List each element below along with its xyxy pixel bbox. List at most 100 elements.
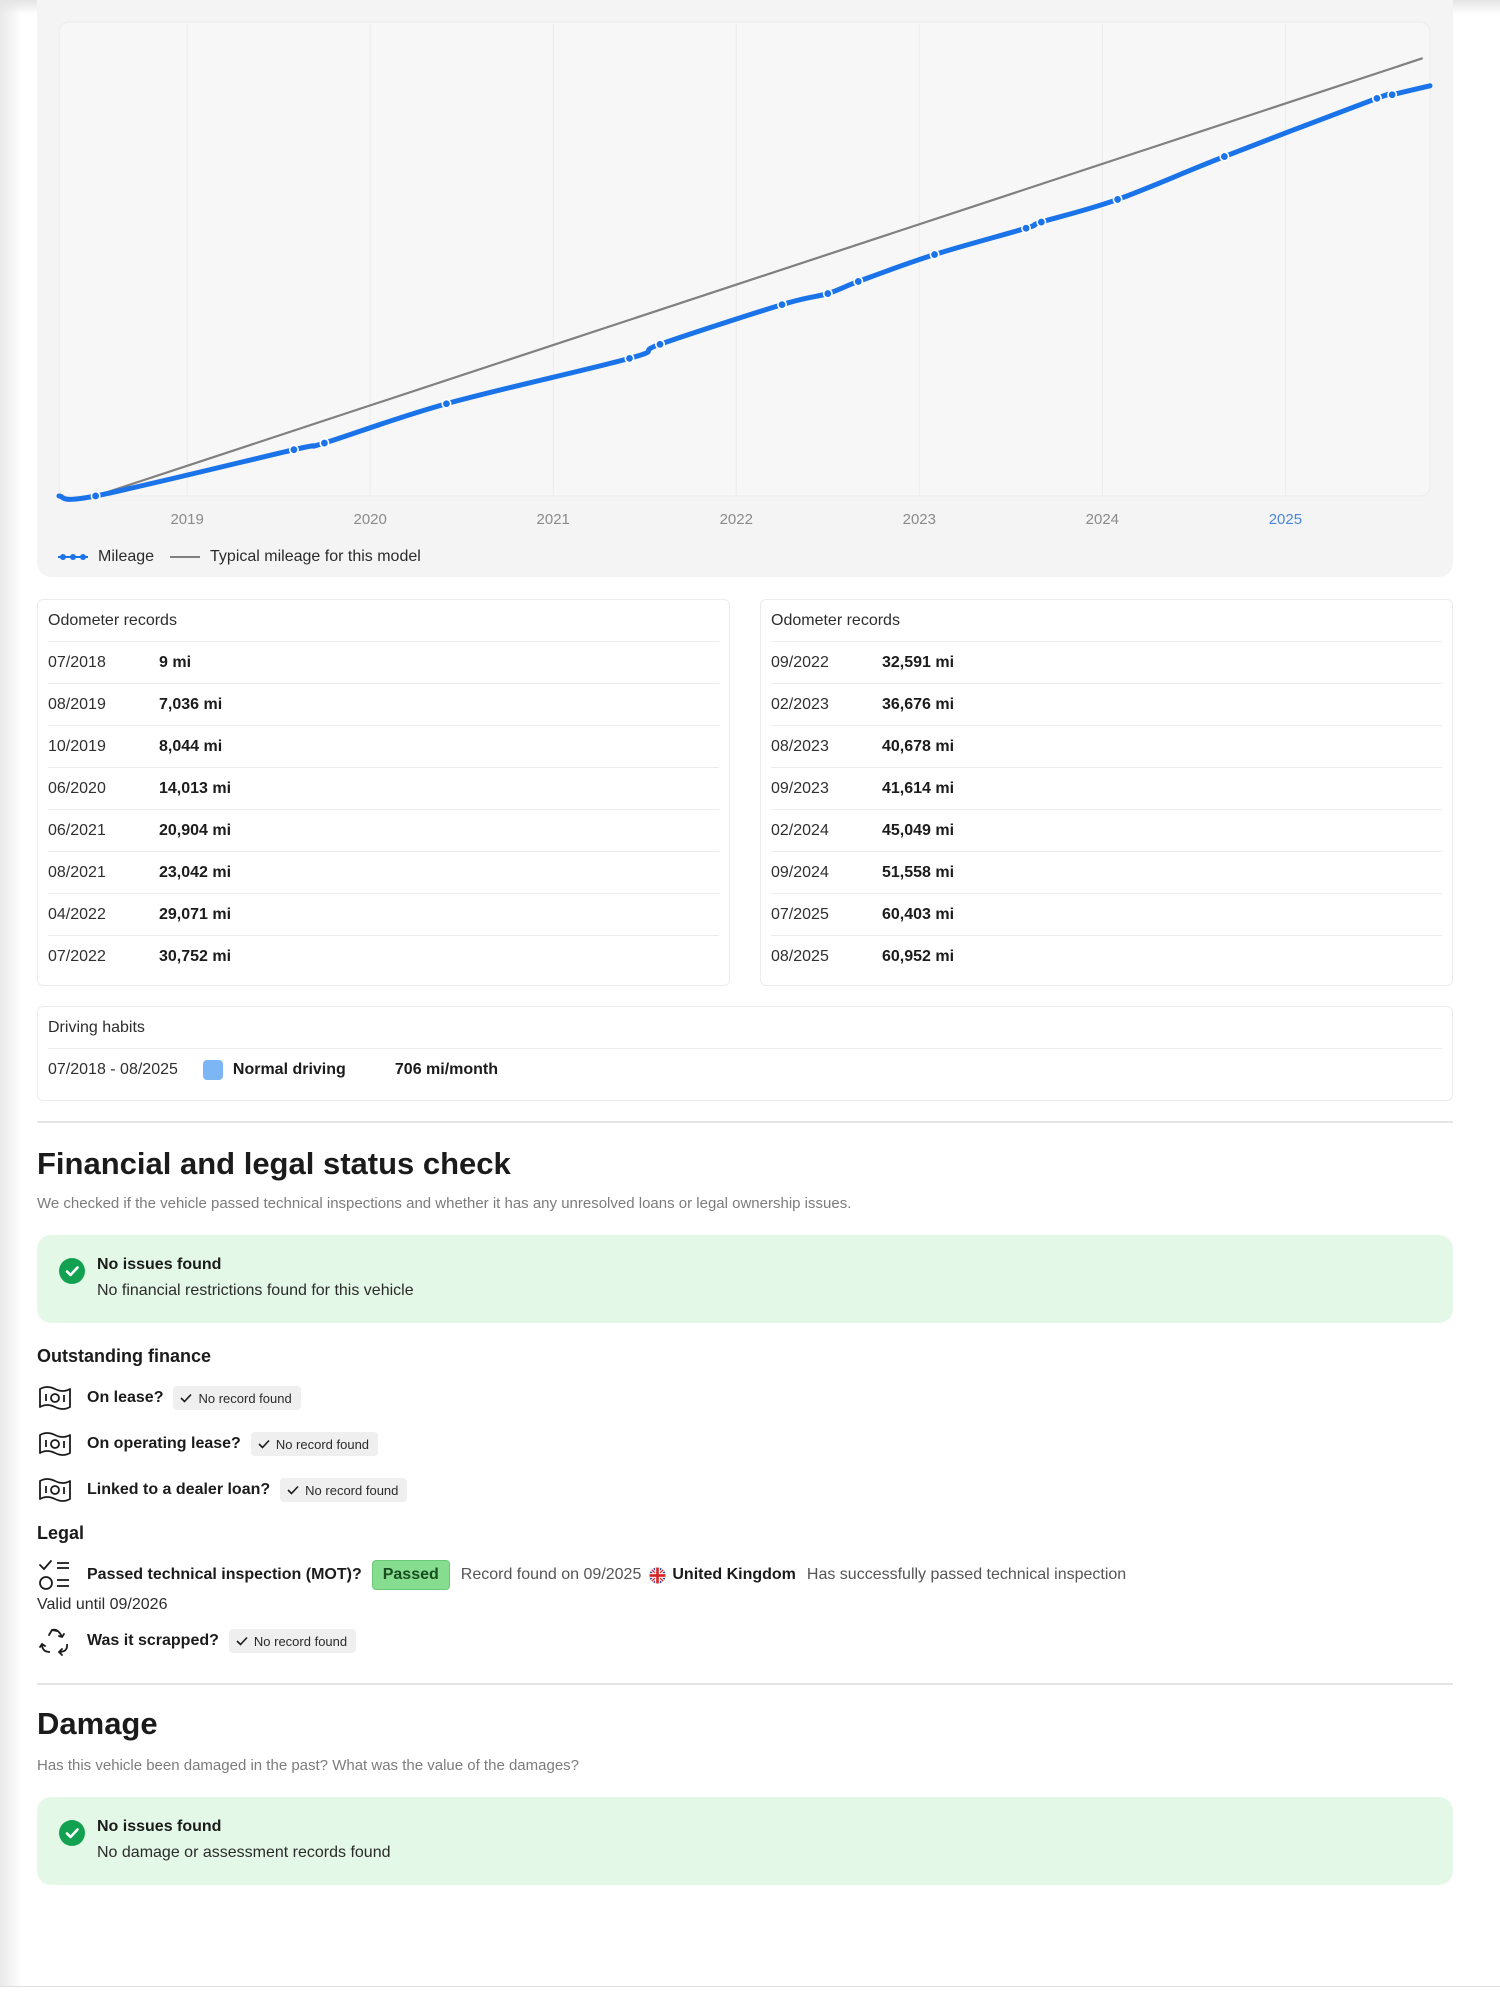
no-record-pill: No record found bbox=[250, 1432, 379, 1456]
odometer-row: 02/2023 36,676 mi bbox=[771, 683, 1442, 725]
odometer-row: 04/2022 29,071 mi bbox=[48, 893, 719, 935]
typical-mileage-line bbox=[95, 57, 1424, 498]
odometer-value: 9 mi bbox=[159, 653, 192, 671]
odometer-row: 07/2018 9 mi bbox=[48, 641, 719, 683]
x-tick-label: 2024 bbox=[1086, 511, 1119, 528]
damage-section-subtitle: Has this vehicle been damaged in the pas… bbox=[37, 1757, 579, 1774]
financial-status-box: No issues found No financial restriction… bbox=[37, 1235, 1453, 1323]
x-tick-label: 2022 bbox=[720, 511, 753, 528]
section-divider bbox=[37, 1683, 1453, 1685]
mileage-point bbox=[654, 339, 665, 350]
on-lease-label: On lease? bbox=[87, 1389, 164, 1406]
outstanding-finance-title: Outstanding finance bbox=[37, 1346, 212, 1366]
mileage-legend-swatch bbox=[58, 553, 88, 561]
finance-check-on-lease: On lease? No record found bbox=[37, 1381, 301, 1415]
mot-valid-until: Valid until 09/2026 bbox=[37, 1596, 168, 1613]
operating-lease-label: On operating lease? bbox=[87, 1435, 241, 1452]
financial-section-subtitle: We checked if the vehicle passed technic… bbox=[37, 1195, 852, 1212]
odometer-row: 07/2022 30,752 mi bbox=[48, 935, 719, 977]
uk-flag-icon bbox=[649, 1566, 666, 1584]
odometer-date: 04/2022 bbox=[48, 905, 106, 923]
odometer-date: 08/2025 bbox=[771, 947, 829, 965]
odometer-value: 45,049 mi bbox=[882, 821, 955, 839]
odometer-value: 32,591 mi bbox=[882, 653, 955, 671]
mot-description: Has successfully passed technical inspec… bbox=[806, 1566, 1127, 1583]
check-icon bbox=[180, 1393, 193, 1403]
x-tick-label: 2020 bbox=[353, 511, 386, 528]
odometer-value: 60,403 mi bbox=[882, 905, 955, 923]
mot-check: Passed technical inspection (MOT)? Passe… bbox=[37, 1558, 1126, 1592]
x-tick-label: 2023 bbox=[903, 511, 936, 528]
checklist-icon bbox=[39, 1560, 69, 1590]
no-record-pill: No record found bbox=[280, 1478, 408, 1502]
finance-check-operating-lease: On operating lease? No record found bbox=[37, 1427, 379, 1461]
passed-badge: Passed bbox=[371, 1560, 450, 1590]
odometer-row: 02/2024 45,049 mi bbox=[771, 809, 1442, 851]
banknote-icon bbox=[39, 1478, 71, 1502]
odometer-row: 06/2021 20,904 mi bbox=[48, 809, 719, 851]
no-record-pill: No record found bbox=[173, 1386, 301, 1410]
mileage-point bbox=[1371, 93, 1382, 104]
scrapped-check: Was it scrapped? No record found bbox=[37, 1624, 357, 1658]
odometer-date: 09/2022 bbox=[771, 653, 829, 671]
damage-status-box: No issues found No damage or assessment … bbox=[37, 1797, 1453, 1885]
odometer-value: 41,614 mi bbox=[882, 779, 955, 797]
section-divider bbox=[37, 1121, 1453, 1123]
scrapped-label: Was it scrapped? bbox=[87, 1632, 219, 1649]
dealer-loan-label: Linked to a dealer loan? bbox=[87, 1481, 271, 1498]
odometer-value: 30,752 mi bbox=[159, 947, 232, 965]
mileage-point bbox=[1036, 217, 1047, 228]
odometer-date: 10/2019 bbox=[48, 737, 106, 755]
odometer-value: 51,558 mi bbox=[882, 863, 955, 881]
driving-habits-row: 07/2018 - 08/2025 Normal driving 706 mi/… bbox=[48, 1048, 1442, 1090]
mileage-point bbox=[1387, 89, 1398, 100]
mileage-point bbox=[853, 276, 864, 287]
odometer-records-right: Odometer records 09/2022 32,591 mi 02/202… bbox=[760, 599, 1453, 986]
odometer-date: 02/2023 bbox=[771, 695, 829, 713]
no-record-text: No record found bbox=[253, 1633, 348, 1649]
check-icon bbox=[287, 1485, 299, 1495]
mileage-point bbox=[1021, 223, 1032, 234]
odometer-date: 08/2021 bbox=[48, 863, 106, 881]
odometer-row: 10/2019 8,044 mi bbox=[48, 725, 719, 767]
mot-label: Passed technical inspection (MOT)? bbox=[87, 1566, 362, 1583]
odometer-row: 08/2021 23,042 mi bbox=[48, 851, 719, 893]
odometer-row: 06/2020 14,013 mi bbox=[48, 767, 719, 809]
x-tick-label: 2019 bbox=[170, 511, 203, 528]
odometer-date: 06/2021 bbox=[48, 821, 106, 839]
legend-item-mileage: Mileage bbox=[58, 548, 154, 566]
odometer-date: 09/2024 bbox=[771, 863, 829, 881]
odometer-value: 20,904 mi bbox=[159, 821, 232, 839]
odometer-row: 08/2023 40,678 mi bbox=[771, 725, 1442, 767]
mileage-point bbox=[929, 249, 940, 260]
no-record-text: No record found bbox=[305, 1482, 399, 1498]
odometer-value: 7,036 mi bbox=[159, 695, 223, 713]
recycle-icon bbox=[39, 1628, 68, 1656]
odometer-records-left: Odometer records 07/2018 9 mi 08/2019 7,03… bbox=[37, 599, 730, 986]
odometer-date: 08/2019 bbox=[48, 695, 106, 713]
driving-period: 07/2018 - 08/2025 bbox=[48, 1060, 178, 1078]
check-circle-icon bbox=[59, 1820, 85, 1846]
odometer-date: 06/2020 bbox=[48, 779, 106, 797]
odometer-row: 09/2024 51,558 mi bbox=[771, 851, 1442, 893]
odometer-records-title: Odometer records bbox=[48, 612, 177, 629]
damage-section-title: Damage bbox=[37, 1706, 158, 1741]
odometer-date: 09/2023 bbox=[771, 779, 829, 797]
mileage-point bbox=[319, 438, 330, 449]
damage-status-title: No issues found bbox=[97, 1818, 222, 1835]
odometer-value: 29,071 mi bbox=[159, 905, 232, 923]
odometer-date: 07/2022 bbox=[48, 947, 106, 965]
legend-item-typical: Typical mileage for this model bbox=[170, 548, 421, 566]
odometer-value: 36,676 mi bbox=[882, 695, 955, 713]
normal-driving-swatch bbox=[202, 1059, 223, 1080]
driving-rate: 706 mi/month bbox=[394, 1060, 499, 1078]
mileage-point bbox=[822, 288, 833, 299]
banknote-icon bbox=[39, 1386, 71, 1410]
financial-status-title: No issues found bbox=[97, 1256, 222, 1273]
report-footer bbox=[0, 1986, 1500, 2002]
odometer-row: 09/2023 41,614 mi bbox=[771, 767, 1442, 809]
odometer-row: 08/2025 60,952 mi bbox=[771, 935, 1442, 977]
odometer-date: 08/2023 bbox=[771, 737, 829, 755]
odometer-value: 23,042 mi bbox=[159, 863, 232, 881]
